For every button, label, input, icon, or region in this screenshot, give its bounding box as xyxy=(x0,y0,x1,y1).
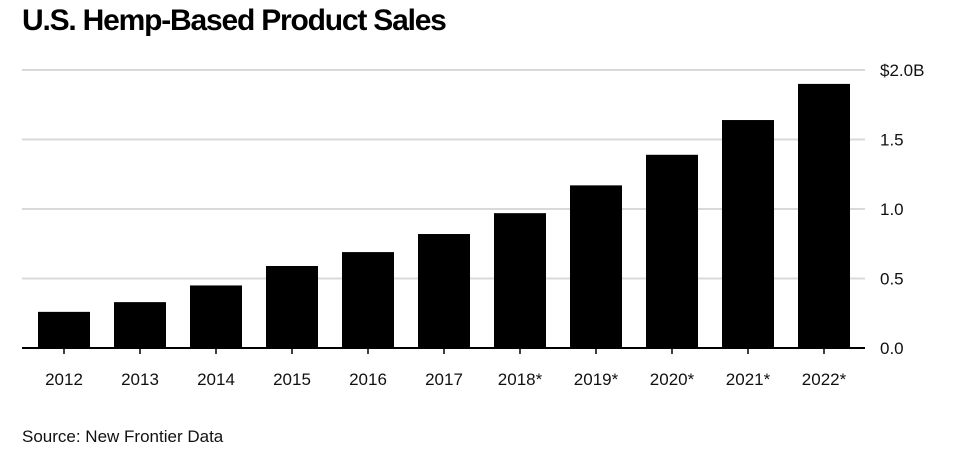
bar xyxy=(38,311,90,348)
bar xyxy=(266,265,318,348)
chart-title: U.S. Hemp-Based Product Sales xyxy=(22,4,447,37)
x-tick-label: 2014 xyxy=(197,370,235,389)
x-tick-label: 2016 xyxy=(349,370,387,389)
y-tick-label: 0.5 xyxy=(880,270,904,289)
y-tick-label: 1.5 xyxy=(880,131,904,150)
bar xyxy=(418,234,470,348)
bar xyxy=(798,83,850,349)
y-tick-label: $2.0B xyxy=(880,61,924,80)
source-note: Source: New Frontier Data xyxy=(22,427,224,446)
x-tick-label: 2019* xyxy=(574,370,619,389)
y-tick-label: 1.0 xyxy=(880,200,904,219)
x-tick-label: 2022* xyxy=(802,370,847,389)
bar xyxy=(722,120,774,348)
x-tick-label: 2013 xyxy=(121,370,159,389)
bar xyxy=(342,252,394,348)
bars xyxy=(38,83,850,349)
bar xyxy=(646,154,698,348)
x-tick-label: 2017 xyxy=(425,370,463,389)
x-tick-labels: 2012 2013 2014 2015 2016 2017 2018* 2019* 2020* 2… xyxy=(45,348,847,389)
x-tick-label: 2015 xyxy=(273,370,311,389)
bar xyxy=(190,285,242,348)
x-tick-label: 2012 xyxy=(45,370,83,389)
x-tick-label: 2021* xyxy=(726,370,771,389)
x-tick-label: 2020* xyxy=(650,370,695,389)
x-tick-label: 2018* xyxy=(498,370,543,389)
bar xyxy=(494,213,546,348)
y-tick-label: 0.0 xyxy=(880,339,904,358)
y-tick-labels: 0.0 0.5 1.0 1.5 $2.0B xyxy=(880,61,924,358)
bar xyxy=(114,302,166,348)
bar xyxy=(570,185,622,348)
